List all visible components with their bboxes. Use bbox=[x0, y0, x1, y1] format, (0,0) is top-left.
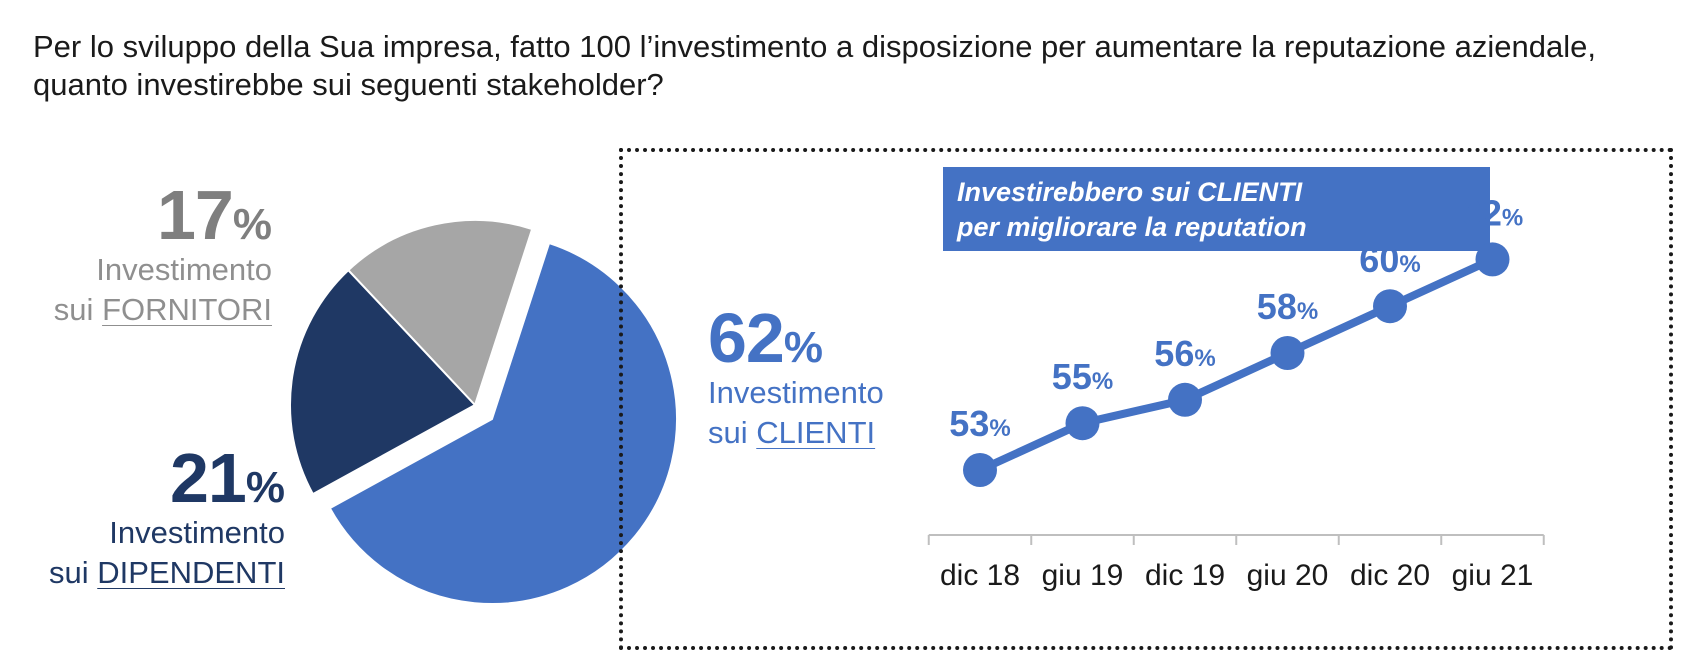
trend-frame bbox=[619, 148, 1673, 650]
x-tick-label: dic 20 bbox=[1350, 559, 1430, 592]
clienti-prefix: sui bbox=[708, 415, 748, 450]
dipendenti-target: DIPENDENTI bbox=[97, 555, 285, 590]
dipendenti-pct-sign: % bbox=[245, 463, 285, 512]
x-tick-label: giu 20 bbox=[1247, 559, 1329, 592]
trend-data-label: 58% bbox=[1257, 286, 1318, 327]
fornitori-prefix: sui bbox=[53, 292, 94, 327]
trend-data-label-value: 55 bbox=[1052, 356, 1092, 397]
pie-label-clienti: 62% Investimento sui CLIENTI bbox=[708, 303, 948, 453]
trend-point bbox=[1475, 242, 1510, 277]
trend-point bbox=[1270, 336, 1305, 370]
trend-data-label: 62% bbox=[1462, 192, 1523, 233]
dipendenti-prefix: sui bbox=[48, 555, 89, 590]
trend-data-label-unit: % bbox=[989, 415, 1010, 442]
x-tick-label: giu 19 bbox=[1042, 559, 1124, 592]
pie-slice-clienti bbox=[328, 241, 678, 605]
clienti-pct-sign: % bbox=[783, 323, 823, 372]
fornitori-target: FORNITORI bbox=[102, 292, 272, 327]
trend-data-label: 53% bbox=[949, 403, 1010, 444]
x-tick-label: dic 18 bbox=[940, 559, 1020, 592]
pie-slice-fornitori bbox=[346, 219, 534, 407]
pie-slice-dipendenti bbox=[289, 268, 477, 496]
dipendenti-line1: Investimento bbox=[109, 515, 285, 550]
question-text: Per lo sviluppo della Sua impresa, fatto… bbox=[33, 29, 1596, 102]
trend-point bbox=[1168, 382, 1202, 417]
x-tick-label: dic 19 bbox=[1145, 559, 1225, 592]
clienti-target: CLIENTI bbox=[756, 415, 876, 450]
trend-series-line bbox=[978, 255, 1495, 474]
trend-point bbox=[1065, 406, 1100, 441]
pie-label-fornitori: 17% Investimento sui FORNITORI bbox=[30, 180, 272, 330]
trend-data-label-value: 60 bbox=[1359, 239, 1399, 280]
trend-data-label: 55% bbox=[1052, 356, 1113, 397]
clienti-pct: 62 bbox=[708, 299, 785, 377]
dipendenti-pct: 21 bbox=[170, 439, 247, 517]
trend-data-label-value: 56 bbox=[1154, 333, 1194, 374]
clienti-line1: Investimento bbox=[708, 375, 884, 410]
trend-data-label-value: 58 bbox=[1257, 286, 1297, 327]
trend-data-label: 60% bbox=[1359, 239, 1420, 280]
trend-data-label-unit: % bbox=[1194, 345, 1215, 372]
trend-title-line1: Investirebbero sui CLIENTI bbox=[957, 177, 1303, 207]
pie-label-dipendenti: 21% Investimento sui DIPENDENTI bbox=[25, 443, 285, 593]
fornitori-line1: Investimento bbox=[96, 252, 272, 287]
x-tick-label: giu 21 bbox=[1452, 559, 1534, 592]
trend-title-line2: per migliorare la reputation bbox=[957, 212, 1307, 242]
trend-point bbox=[1373, 289, 1407, 324]
trend-point bbox=[963, 453, 997, 487]
trend-data-label-value: 53 bbox=[949, 403, 989, 444]
trend-data-label: 56% bbox=[1154, 333, 1215, 374]
trend-data-label-value: 62 bbox=[1462, 192, 1502, 233]
trend-data-label-unit: % bbox=[1399, 251, 1420, 278]
trend-data-label-unit: % bbox=[1297, 298, 1318, 325]
trend-data-label-unit: % bbox=[1502, 204, 1523, 231]
fornitori-pct: 17 bbox=[157, 176, 234, 254]
fornitori-pct-sign: % bbox=[232, 200, 272, 249]
trend-title: Investirebbero sui CLIENTI per migliorar… bbox=[943, 167, 1490, 251]
trend-data-label-unit: % bbox=[1092, 368, 1113, 395]
